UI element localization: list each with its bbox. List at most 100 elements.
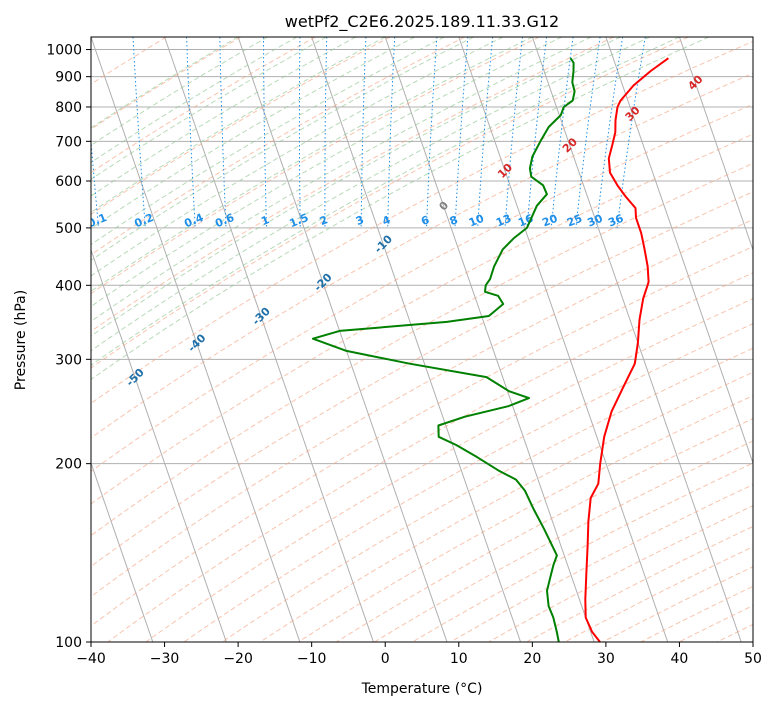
y-tick-label: 1000	[46, 43, 82, 59]
dry-adiabat-line	[91, 218, 753, 598]
moist-adiabat-line	[91, 37, 239, 129]
profile-lines	[311, 57, 669, 642]
mixing-ratio-label: 2	[318, 213, 330, 228]
moist-adiabat-line	[91, 37, 474, 261]
x-axis: −40 −30 −20 −10 0 10 20 30 40 50	[76, 642, 762, 667]
mixing-ratio-line	[595, 37, 624, 228]
dry-adiabat-line	[336, 418, 753, 642]
mixing-ratio-label: 20	[540, 212, 559, 230]
dry-adiabat-line	[91, 37, 614, 332]
y-axis-label: Pressure (hPa)	[13, 290, 29, 390]
isotherm-line	[164, 37, 374, 642]
mixing-ratio-label: 3	[354, 213, 366, 228]
y-tick-label: 600	[55, 174, 82, 190]
moist-adiabat-line	[91, 37, 415, 230]
moist-adiabat-line	[91, 37, 680, 366]
mixing-ratio-label: 30	[586, 212, 605, 230]
isotherm-line	[678, 37, 753, 252]
moist-adiabat-line	[91, 37, 445, 246]
isotherm-line	[752, 37, 753, 39]
y-tick-label: 700	[55, 134, 82, 150]
x-tick-label: −30	[150, 651, 180, 667]
mixing-ratio-line	[550, 37, 574, 228]
isotherm-line	[311, 37, 522, 642]
isotherm-line	[384, 37, 595, 642]
mixing-ratio-label: 13	[494, 212, 513, 230]
x-tick-label: 40	[671, 651, 689, 667]
moist-adiabat-line	[91, 37, 504, 277]
dry-adiabat-line	[107, 272, 753, 642]
mixing-ratio-line	[526, 37, 548, 228]
dry-adiabat-line	[91, 40, 753, 405]
dry-adiabat-line	[91, 37, 465, 256]
mixing-ratio-label: 8	[448, 213, 460, 228]
dry-adiabat-line	[488, 505, 753, 642]
y-tick-label: 300	[55, 352, 82, 368]
plot-area	[91, 37, 753, 642]
dry-adiabat-line	[91, 37, 540, 295]
moist-adiabat-line	[91, 37, 298, 164]
mixing-ratio-line	[91, 135, 99, 228]
plot-frame	[90, 36, 754, 643]
dry-adiabat-line	[91, 162, 753, 537]
mixing-ratio-label: 25	[565, 212, 584, 230]
isotherm-label: -70	[12, 468, 35, 491]
x-tick-label: 20	[523, 651, 541, 667]
y-tick-label: 500	[55, 221, 82, 237]
moist-adiabat-line	[91, 37, 621, 337]
moist-adiabat-line	[91, 37, 563, 308]
mixing-ratio-label: 16	[516, 212, 535, 230]
mixing-ratio-line	[477, 37, 494, 228]
isotherm-line	[605, 37, 753, 465]
y-tick-label: 100	[55, 635, 82, 651]
isotherm-line	[531, 37, 742, 642]
x-tick-label: −20	[223, 651, 253, 667]
isotherm-line	[91, 248, 227, 642]
dry-adiabat-line	[374, 440, 753, 642]
background-lines	[0, 37, 775, 642]
mixing-ratio-line	[504, 37, 523, 228]
isotherm-line	[237, 37, 448, 642]
x-tick-label: 50	[744, 651, 762, 667]
x-tick-label: 30	[597, 651, 615, 667]
moist-adiabat-line	[91, 37, 386, 213]
temperature-profile-line	[584, 57, 669, 642]
dry-adiabat-line	[91, 246, 753, 627]
dry-adiabat-line	[221, 347, 753, 642]
dry-adiabat-line	[183, 323, 753, 642]
dry-adiabat-line	[755, 37, 775, 642]
dry-adiabat-line	[91, 103, 753, 472]
dry-adiabat-line	[450, 484, 753, 642]
chart-title: wetPf2_C2E6.2025.189.11.33.G12	[285, 12, 559, 32]
dewpoint-profile-line	[311, 57, 576, 642]
moist-adiabat-line	[91, 37, 592, 323]
isotherm-label: -60	[68, 416, 91, 439]
mixing-ratio-label: 36	[606, 212, 625, 230]
isotherm-line	[91, 461, 154, 642]
y-axis: 1000 900 800 700 600 500 400 300 200 100	[46, 43, 91, 651]
x-tick-label: 10	[450, 651, 468, 667]
x-tick-label: −10	[297, 651, 327, 667]
x-tick-label: −40	[76, 651, 106, 667]
dry-adiabat-line	[91, 191, 753, 568]
moist-adiabat-line	[91, 37, 651, 352]
mixing-ratio-line	[616, 37, 646, 228]
isotherm-line	[0, 37, 6, 642]
moist-adiabat-line	[91, 37, 268, 146]
y-tick-label: 800	[55, 100, 82, 116]
dry-adiabat-line	[145, 298, 753, 642]
mixing-ratio-label: 1	[259, 213, 271, 228]
dry-adiabat-line	[91, 37, 689, 369]
y-tick-label: 900	[55, 70, 82, 86]
mixing-ratio-line	[575, 37, 601, 228]
y-tick-label: 200	[55, 457, 82, 473]
x-tick-label: 0	[381, 651, 390, 667]
mixing-ratio-label: 10	[467, 212, 486, 230]
y-tick-label: 400	[55, 278, 82, 294]
isotherm-line	[0, 37, 79, 642]
isotherm-line	[458, 37, 669, 642]
dry-adiabat-line	[526, 525, 753, 642]
isotherm-line	[91, 37, 301, 642]
x-axis-label: Temperature (°C)	[361, 681, 483, 697]
